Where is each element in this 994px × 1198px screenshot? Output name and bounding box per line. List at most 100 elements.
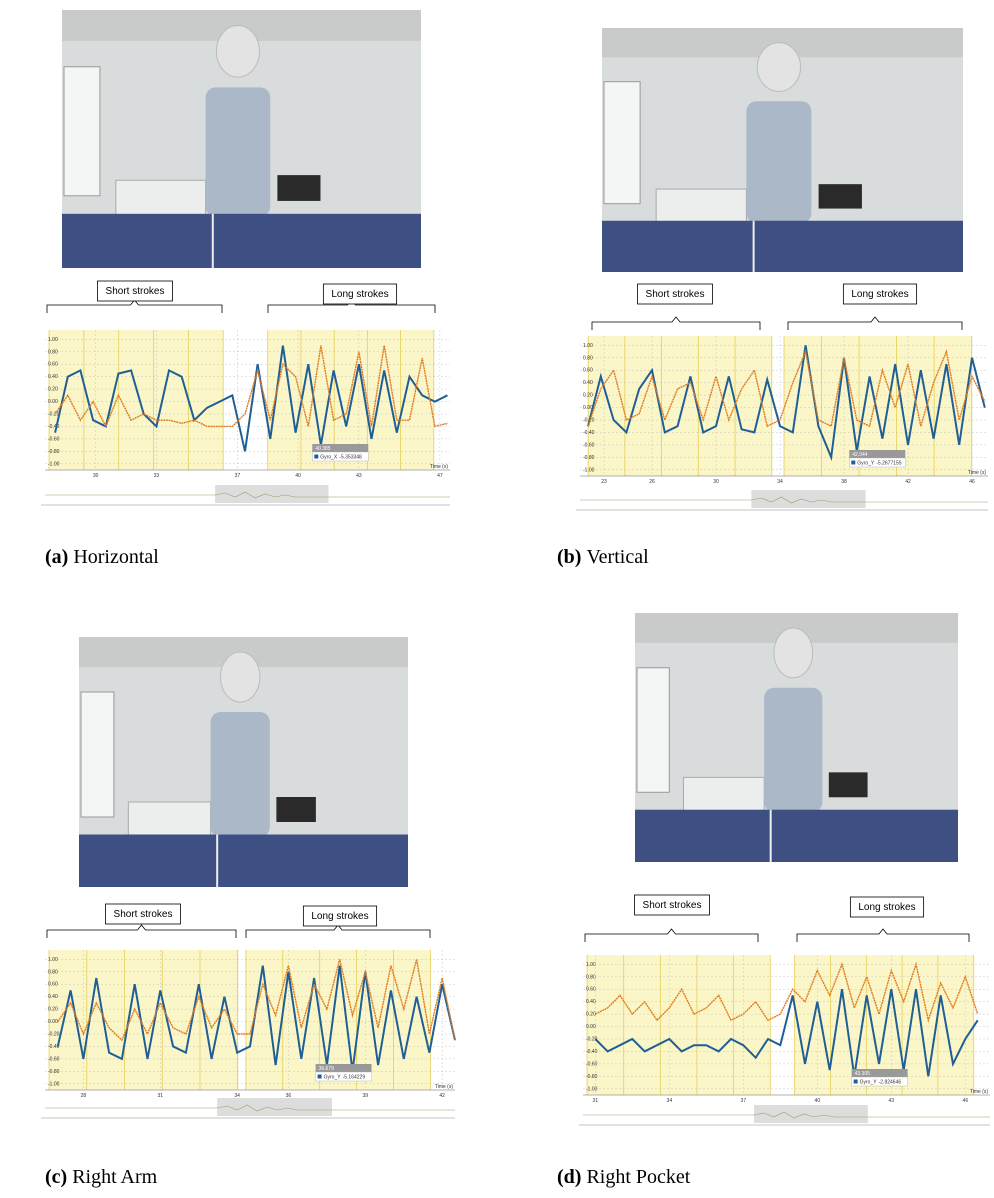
- face-blur: [220, 652, 259, 702]
- tooltip-value: -5.2677155: [876, 461, 902, 467]
- tooltip: 36.679 Gyro_Y-5.164229: [316, 1064, 372, 1081]
- y-tick-label: -0.80: [48, 449, 60, 455]
- cabinet: [128, 802, 210, 837]
- y-tick-label: 0.60: [48, 362, 58, 368]
- x-tick-label: 34: [667, 1098, 673, 1104]
- monitor: [277, 175, 320, 201]
- bracket: [788, 317, 962, 330]
- bracket: [585, 929, 758, 942]
- y-tick-label: -1.00: [583, 467, 595, 473]
- x-axis-label: Time (s): [430, 464, 448, 470]
- shirt: [206, 87, 271, 216]
- caption-label: (d): [557, 1166, 581, 1188]
- tooltip-name: Gyro_Y: [857, 461, 875, 467]
- table: [635, 810, 958, 862]
- y-tick-label: 0.80: [586, 974, 596, 980]
- window: [637, 668, 669, 793]
- face-blur: [774, 628, 813, 678]
- caption-label: (a): [45, 546, 68, 568]
- y-tick-label: -0.60: [583, 442, 595, 448]
- monitor: [276, 797, 315, 822]
- tooltip-swatch: [318, 1075, 322, 1079]
- y-tick-label: 0.40: [48, 994, 58, 1000]
- x-tick-label: 33: [154, 473, 160, 479]
- figure: Short strokes Long strokes 1.00 0.80 0.60 0.4…: [0, 0, 994, 1198]
- bracket-label: Long strokes: [858, 902, 915, 913]
- x-tick-label: 43: [889, 1098, 895, 1104]
- x-tick-label: 47: [437, 473, 443, 479]
- y-tick-label: 0.20: [583, 393, 593, 399]
- x-tick-label: 40: [815, 1098, 821, 1104]
- bracket-label: Long strokes: [331, 289, 388, 300]
- x-tick-label: 46: [963, 1098, 969, 1104]
- navigator-window: [754, 1105, 868, 1123]
- shirt: [211, 712, 270, 837]
- y-tick-label: -0.80: [583, 455, 595, 461]
- bracket: [47, 300, 222, 313]
- x-tick-label: 39: [363, 1093, 369, 1099]
- tooltip-name: Gyro_X: [320, 455, 338, 461]
- x-tick-label: 30: [93, 473, 99, 479]
- photo: [602, 28, 963, 272]
- y-tick-label: -0.20: [48, 1032, 60, 1038]
- bracket-label: Short strokes: [643, 900, 702, 911]
- monitor: [819, 184, 862, 208]
- bracket: [592, 317, 760, 330]
- caption-text: Right Pocket: [586, 1166, 690, 1188]
- tooltip-time: 43.305: [855, 1071, 871, 1077]
- tooltip-name: Gyro_Y: [324, 1075, 342, 1081]
- caption-text: Vertical: [586, 546, 649, 568]
- tooltip-value: -5.164229: [343, 1075, 366, 1081]
- x-tick-label: 31: [593, 1098, 599, 1104]
- y-tick-label: 0.80: [583, 355, 593, 361]
- y-tick-label: -0.60: [48, 1056, 60, 1062]
- cabinet: [116, 180, 206, 216]
- y-tick-label: 0.00: [586, 1024, 596, 1030]
- tooltip-time: 36.679: [319, 1066, 335, 1072]
- y-tick-label: 0.40: [586, 999, 596, 1005]
- tooltip-swatch: [854, 1080, 858, 1084]
- caption: (d) Right Pocket: [557, 1166, 691, 1188]
- shirt: [746, 101, 811, 223]
- window: [64, 67, 100, 196]
- bracket: [47, 925, 236, 938]
- y-tick-label: -0.80: [48, 1069, 60, 1075]
- photo: [79, 637, 408, 887]
- y-tick-label: 1.00: [586, 962, 596, 968]
- y-tick-label: -0.80: [586, 1074, 598, 1080]
- y-tick-label: 0.20: [586, 1012, 596, 1018]
- bracket-label: Short strokes: [106, 286, 165, 297]
- caption: (a) Horizontal: [45, 546, 159, 568]
- shirt: [764, 688, 822, 813]
- y-tick-label: 0.00: [48, 399, 58, 405]
- tooltip-swatch: [314, 455, 318, 459]
- navigator-window: [215, 485, 328, 503]
- table: [62, 214, 421, 268]
- caption-label: (c): [45, 1166, 67, 1188]
- y-tick-label: 1.00: [583, 343, 593, 349]
- caption: (b) Vertical: [557, 546, 649, 568]
- caption-label: (b): [557, 546, 581, 568]
- monitor: [829, 772, 868, 797]
- x-tick-label: 31: [158, 1093, 164, 1099]
- tooltip-time: 42.044: [852, 452, 868, 458]
- x-tick-label: 46: [969, 479, 975, 485]
- y-tick-label: 0.20: [48, 1007, 58, 1013]
- stroke-window: [49, 330, 223, 470]
- x-tick-label: 37: [235, 473, 241, 479]
- x-tick-label: 34: [777, 479, 783, 485]
- y-tick-label: -0.40: [586, 1049, 598, 1055]
- y-tick-label: 0.00: [48, 1019, 58, 1025]
- tooltip-value: -2.824646: [879, 1080, 902, 1086]
- x-tick-label: 38: [841, 479, 847, 485]
- x-tick-label: 42: [439, 1093, 445, 1099]
- caption-text: Right Arm: [72, 1166, 157, 1188]
- photo: [635, 613, 958, 862]
- cabinet: [683, 777, 764, 812]
- x-tick-label: 37: [741, 1098, 747, 1104]
- y-tick-label: -0.60: [586, 1061, 598, 1067]
- tooltip-time: 40.385: [315, 446, 331, 452]
- x-axis-label: Time (s): [970, 1089, 988, 1095]
